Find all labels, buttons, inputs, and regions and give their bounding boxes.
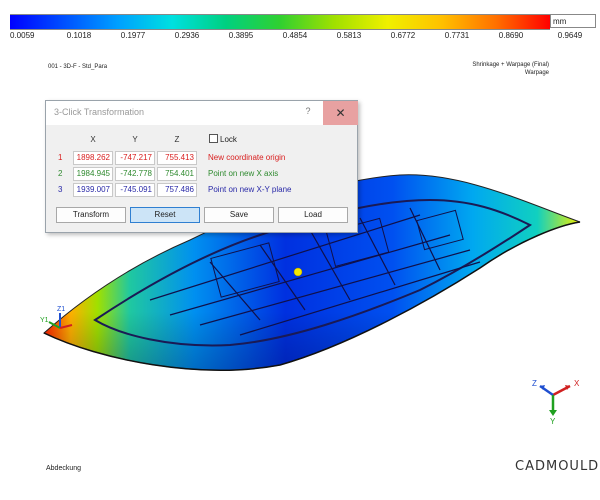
transformation-dialog: 3-Click Transformation ? ✕ X Y Z Lock 1 … [45,100,358,233]
probe-point [293,267,303,277]
lock-checkbox[interactable] [209,134,218,143]
point2-x-field[interactable]: 1984.945 [73,167,113,181]
legend-tick-label: 0.2936 [174,31,200,40]
part-rib-frame [93,198,532,347]
point3-z-field[interactable]: 757.486 [157,183,197,197]
legend-tick-label: 0.1018 [66,31,92,40]
legend-tick-label: 0.9649 [557,31,583,40]
point1-x-field[interactable]: 1898.262 [73,151,113,165]
load-button[interactable]: Load [278,207,348,223]
column-header-y: Y [132,135,138,144]
point3-y-field[interactable]: -745.091 [115,183,155,197]
row-description: New coordinate origin [208,153,286,162]
column-header-z: Z [174,135,180,144]
view-triad-x: X [574,379,580,388]
row-number: 1 [58,153,63,162]
point2-y-field[interactable]: -742.778 [115,167,155,181]
point3-x-field[interactable]: 1939.007 [73,183,113,197]
legend-tick-label: 0.5813 [336,31,362,40]
point1-y-field[interactable]: -747.217 [115,151,155,165]
legend-tick-label: 0.4854 [282,31,308,40]
legend-tick-label: 0.8690 [498,31,524,40]
close-button[interactable]: ✕ [323,101,358,125]
lock-label: Lock [220,135,237,144]
point1-z-field[interactable]: 755.413 [157,151,197,165]
view-triad: Z X Y [532,379,580,426]
brand-logo: CADMOULD [515,459,600,474]
row-description: Point on new X axis [208,169,279,178]
row-number: 2 [58,169,63,178]
transform-button[interactable]: Transform [56,207,126,223]
dialog-titlebar[interactable]: 3-Click Transformation ? ✕ [46,101,358,125]
result-title-line2: Warpage [524,70,549,76]
color-scale-bar [10,14,550,30]
row-description: Point on new X-Y plane [208,185,292,194]
save-button[interactable]: Save [204,207,274,223]
result-title-line1: Shrinkage + Warpage (Final) [472,62,549,68]
legend-tick-label: 0.7731 [444,31,470,40]
view-triad-z: Z [532,379,537,388]
reset-button[interactable]: Reset [130,207,200,223]
legend-tick-labels: 0.0059 0.1018 0.1977 0.2936 0.3895 0.485… [10,31,600,43]
legend-tick-label: 0.6772 [390,31,416,40]
origin-y-label: Y1 [40,317,49,324]
column-header-x: X [90,135,96,144]
part-name-label: Abdeckung [46,465,82,472]
origin-z-label: Z1 [57,306,65,313]
view-triad-y: Y [550,417,556,426]
origin-triad: Z1 Y1 [40,306,73,329]
dialog-title: 3-Click Transformation [54,107,145,117]
legend-unit: mm [550,14,596,28]
legend-tick-label: 0.1977 [120,31,146,40]
model-name: 001 - 3D-F - Std_Para [48,64,108,70]
row-number: 3 [58,185,63,194]
result-title: Shrinkage + Warpage (Final) Warpage [472,61,549,77]
help-button[interactable]: ? [305,106,311,116]
legend-tick-label: 0.0059 [10,31,35,40]
legend-tick-label: 0.3895 [228,31,254,40]
point2-z-field[interactable]: 754.401 [157,167,197,181]
